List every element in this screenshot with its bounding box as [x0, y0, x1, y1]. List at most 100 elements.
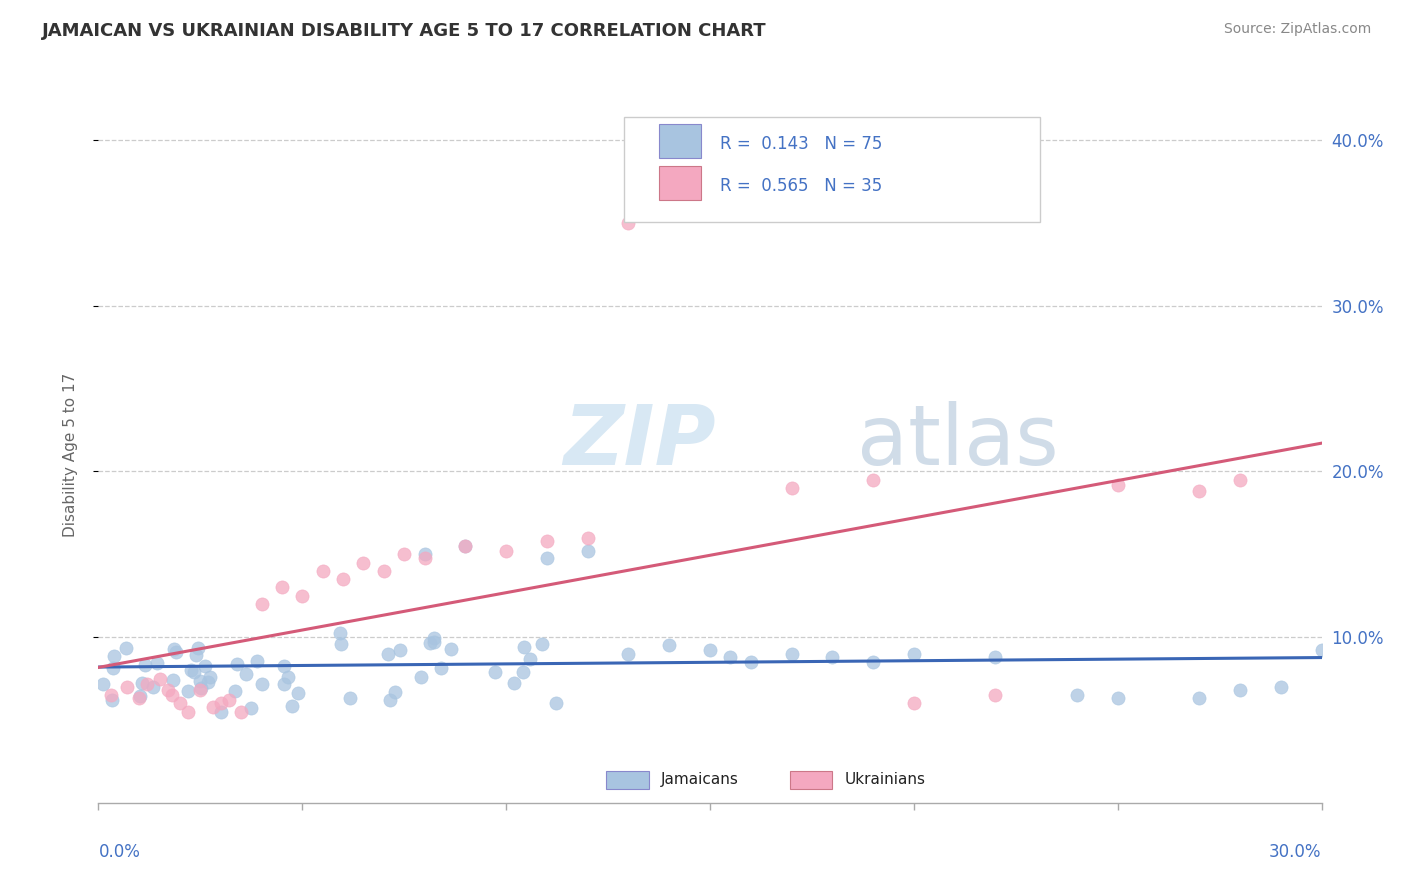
Point [163, 642, 186, 657]
Point [329, 626, 352, 640]
Text: Ukrainians: Ukrainians [845, 772, 925, 788]
Point [519, 651, 541, 665]
Point [536, 534, 558, 549]
Point [142, 680, 165, 694]
Point [281, 698, 304, 713]
Point [156, 683, 179, 698]
Point [536, 550, 558, 565]
Point [277, 670, 299, 684]
Point [1188, 484, 1211, 499]
Point [93, 677, 115, 691]
Point [200, 670, 222, 684]
Point [225, 657, 247, 671]
Point [291, 589, 314, 603]
Point [177, 705, 200, 719]
Point [377, 648, 399, 662]
Point [903, 647, 925, 661]
Point [101, 661, 124, 675]
Point [1107, 691, 1129, 706]
Point [131, 676, 153, 690]
Point [740, 655, 762, 669]
Point [384, 685, 406, 699]
Point [984, 688, 1007, 702]
Text: R =  0.565   N = 35: R = 0.565 N = 35 [720, 177, 882, 194]
Point [389, 643, 412, 657]
Point [495, 544, 517, 558]
Point [128, 691, 150, 706]
Point [188, 674, 211, 689]
Point [129, 689, 152, 703]
Text: JAMAICAN VS UKRAINIAN DISABILITY AGE 5 TO 17 CORRELATION CHART: JAMAICAN VS UKRAINIAN DISABILITY AGE 5 T… [42, 22, 766, 40]
Point [330, 637, 353, 651]
Point [576, 544, 599, 558]
Point [339, 691, 361, 706]
Point [862, 473, 884, 487]
Point [821, 650, 844, 665]
Point [440, 642, 463, 657]
Point [531, 637, 554, 651]
Point [165, 645, 187, 659]
Point [513, 640, 536, 654]
Text: 0.0%: 0.0% [98, 843, 141, 861]
Point [160, 688, 183, 702]
Point [100, 688, 122, 702]
Text: ZIP: ZIP [564, 401, 716, 482]
Point [984, 650, 1007, 665]
Point [1188, 691, 1211, 706]
Point [392, 547, 416, 561]
FancyBboxPatch shape [606, 771, 648, 789]
Point [101, 692, 124, 706]
Point [188, 683, 212, 698]
Point [270, 581, 294, 595]
Point [1229, 473, 1251, 487]
Text: atlas: atlas [856, 401, 1059, 482]
Point [780, 481, 803, 495]
Point [617, 216, 640, 230]
Point [190, 681, 212, 696]
Point [454, 539, 477, 553]
Y-axis label: Disability Age 5 to 17: Disability Age 5 to 17 [63, 373, 77, 537]
Point [194, 659, 217, 673]
Point [430, 661, 453, 675]
Point [380, 693, 402, 707]
Point [187, 640, 209, 655]
Point [136, 676, 159, 690]
Point [484, 665, 506, 679]
Point [419, 636, 441, 650]
Point [1270, 680, 1292, 694]
Point [209, 697, 232, 711]
Point [183, 665, 205, 680]
FancyBboxPatch shape [624, 118, 1040, 222]
Point [169, 697, 191, 711]
Point [332, 572, 354, 586]
Point [218, 693, 240, 707]
Point [209, 705, 232, 719]
Point [252, 677, 274, 691]
Point [454, 539, 477, 553]
Point [250, 597, 273, 611]
Point [114, 641, 136, 656]
Point [149, 672, 172, 686]
Point [146, 656, 169, 670]
Point [224, 684, 246, 698]
Point [512, 665, 534, 679]
Point [273, 676, 295, 690]
Point [413, 547, 436, 561]
Point [720, 650, 742, 665]
Point [373, 564, 395, 578]
Point [862, 655, 884, 669]
Point [184, 648, 207, 663]
Point [312, 564, 335, 578]
Point [177, 684, 200, 698]
Text: 30.0%: 30.0% [1270, 843, 1322, 861]
Point [134, 657, 156, 672]
FancyBboxPatch shape [790, 771, 832, 789]
Point [246, 654, 269, 668]
Point [352, 556, 374, 570]
Point [180, 663, 202, 677]
Text: R =  0.143   N = 75: R = 0.143 N = 75 [720, 135, 882, 153]
Point [1229, 683, 1251, 698]
Point [658, 639, 681, 653]
Point [1310, 643, 1333, 657]
Point [201, 699, 224, 714]
